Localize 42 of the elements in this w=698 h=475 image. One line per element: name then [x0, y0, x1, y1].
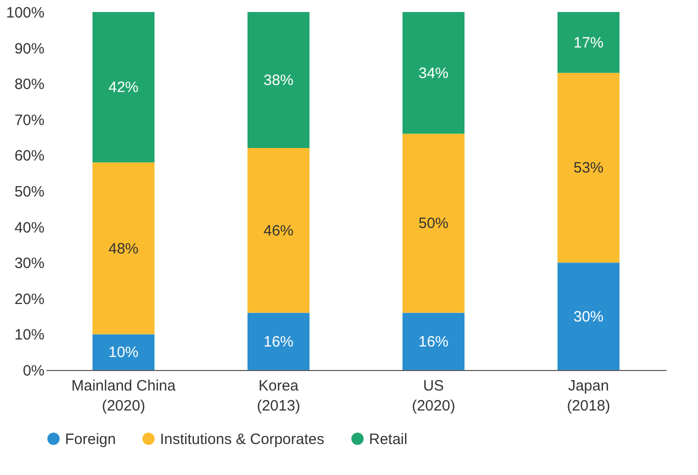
bar	[248, 12, 310, 148]
bar	[248, 312, 310, 370]
data-label: 30%	[573, 308, 604, 326]
data-label: 16%	[418, 333, 449, 350]
y-tick-label: 30%	[14, 255, 44, 272]
data-label: 17%	[573, 34, 604, 52]
data-label: 38%	[263, 72, 294, 90]
x-tick-label: US (2020)	[412, 378, 456, 414]
y-tick-label: 0%	[22, 362, 44, 380]
data-label: 46%	[263, 222, 294, 240]
bar	[402, 134, 464, 313]
bar	[92, 334, 154, 370]
x-tick-label: Japan (2018)	[566, 378, 610, 414]
bar	[402, 312, 464, 370]
y-tick-label: 20%	[14, 290, 44, 308]
y-tick-label: 100%	[6, 4, 44, 22]
bar	[558, 12, 620, 73]
x-tick-label: Mainland China (2020)	[71, 378, 176, 414]
bar	[558, 262, 620, 370]
y-tick-label: 60%	[14, 148, 44, 165]
bar	[92, 162, 154, 334]
x-tick-label: Korea (2013)	[256, 378, 300, 414]
bar	[92, 12, 154, 162]
data-label: 34%	[418, 64, 449, 82]
legend-label: Retail	[369, 430, 408, 448]
data-label: 10%	[108, 344, 139, 362]
bar	[558, 72, 620, 263]
data-label: 16%	[263, 333, 294, 350]
data-label: 53%	[573, 160, 604, 177]
legend-label: Institutions & Corporates	[160, 430, 324, 448]
bar	[248, 148, 310, 313]
data-label: 50%	[418, 215, 449, 232]
data-label: 48%	[108, 240, 139, 258]
y-tick-label: 80%	[14, 76, 44, 94]
y-tick-label: 10%	[14, 326, 44, 344]
data-label: 42%	[108, 79, 139, 96]
y-tick-label: 50%	[14, 184, 44, 200]
y-tick-label: 70%	[14, 112, 44, 129]
legend-label: Foreign	[65, 430, 116, 448]
bar	[402, 12, 464, 134]
y-tick-label: 40%	[14, 219, 44, 236]
y-tick-label: 90%	[14, 40, 44, 58]
